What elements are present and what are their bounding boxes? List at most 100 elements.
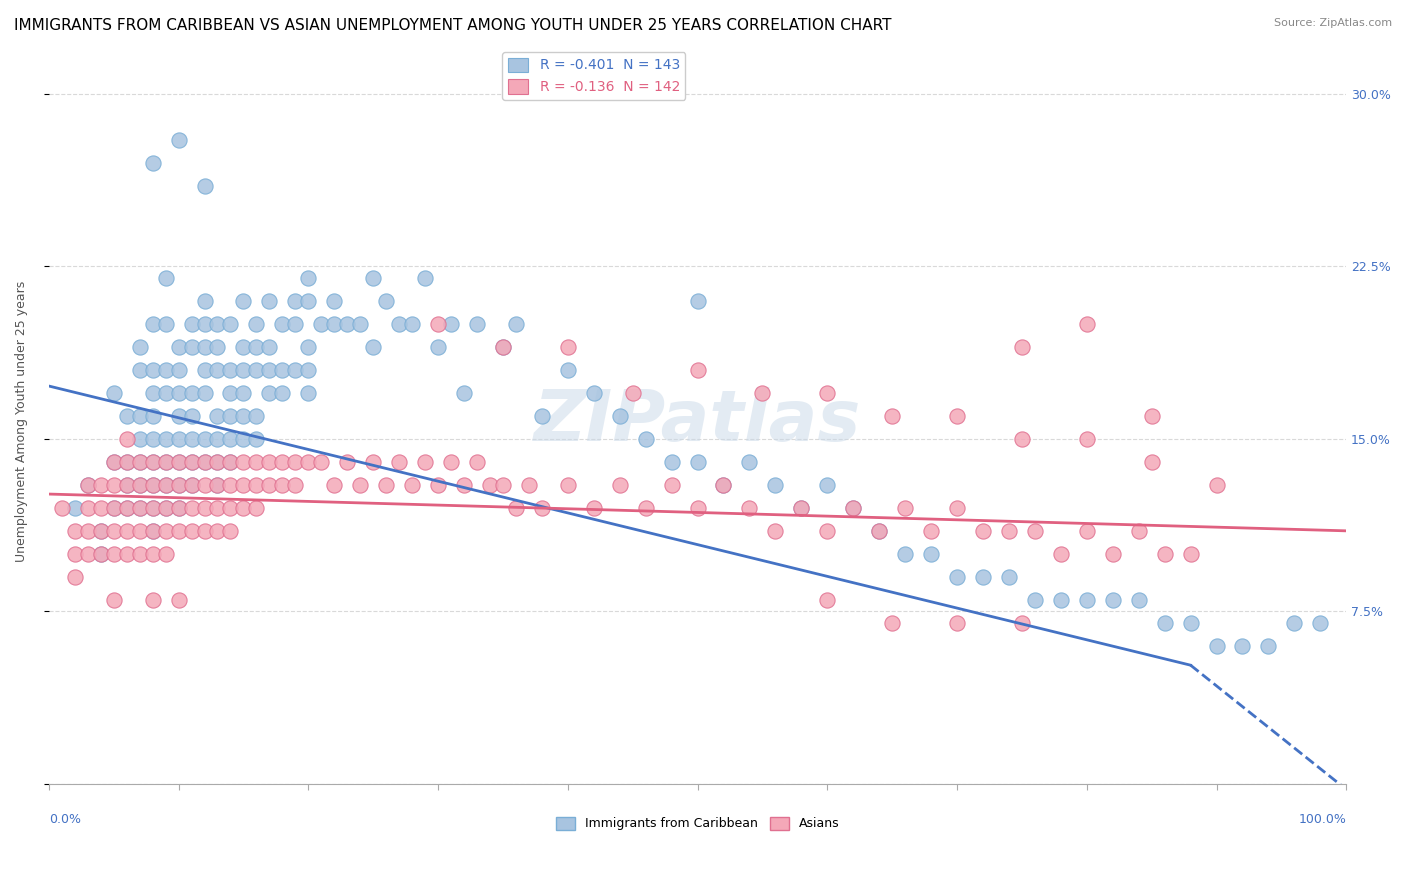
Point [103, 385, 125, 400]
Point [115, 478, 138, 492]
Point [1180, 615, 1202, 630]
Point [1205, 478, 1227, 492]
Point [193, 500, 215, 515]
Point [167, 133, 190, 147]
Point [894, 500, 917, 515]
Point [1257, 639, 1279, 653]
Point [142, 478, 165, 492]
Point [128, 432, 150, 446]
Point [232, 385, 254, 400]
Legend: Immigrants from Caribbean, Asians: Immigrants from Caribbean, Asians [551, 812, 844, 836]
Point [90, 524, 112, 538]
Point [115, 500, 138, 515]
Point [103, 500, 125, 515]
Point [90, 524, 112, 538]
Point [609, 478, 631, 492]
Point [790, 500, 813, 515]
Point [427, 317, 450, 331]
Point [51, 500, 73, 515]
Point [1011, 432, 1033, 446]
Point [297, 455, 319, 469]
Point [686, 293, 709, 308]
Point [155, 385, 177, 400]
Point [167, 432, 190, 446]
Point [207, 478, 229, 492]
Point [155, 432, 177, 446]
Point [103, 547, 125, 561]
Point [142, 156, 165, 170]
Point [103, 500, 125, 515]
Point [271, 455, 294, 469]
Point [998, 570, 1021, 584]
Point [76, 547, 98, 561]
Point [90, 547, 112, 561]
Point [193, 363, 215, 377]
Point [661, 455, 683, 469]
Point [453, 478, 475, 492]
Point [634, 500, 657, 515]
Point [207, 432, 229, 446]
Point [128, 547, 150, 561]
Point [115, 500, 138, 515]
Point [1076, 592, 1098, 607]
Point [763, 478, 786, 492]
Point [245, 317, 267, 331]
Point [167, 500, 190, 515]
Point [1101, 547, 1123, 561]
Point [259, 385, 281, 400]
Point [219, 455, 242, 469]
Point [920, 524, 942, 538]
Point [155, 478, 177, 492]
Point [207, 340, 229, 354]
Point [155, 455, 177, 469]
Point [142, 385, 165, 400]
Point [207, 455, 229, 469]
Point [219, 500, 242, 515]
Point [142, 478, 165, 492]
Point [142, 455, 165, 469]
Point [894, 547, 917, 561]
Point [868, 524, 890, 538]
Point [103, 592, 125, 607]
Point [142, 317, 165, 331]
Point [815, 524, 838, 538]
Point [180, 432, 202, 446]
Point [815, 592, 838, 607]
Point [167, 340, 190, 354]
Point [323, 293, 346, 308]
Point [142, 500, 165, 515]
Point [401, 478, 423, 492]
Point [297, 340, 319, 354]
Point [245, 455, 267, 469]
Point [763, 524, 786, 538]
Point [219, 478, 242, 492]
Point [155, 500, 177, 515]
Point [115, 455, 138, 469]
Point [323, 317, 346, 331]
Point [582, 385, 605, 400]
Point [232, 478, 254, 492]
Point [128, 500, 150, 515]
Point [155, 455, 177, 469]
Point [128, 478, 150, 492]
Point [207, 455, 229, 469]
Point [284, 293, 307, 308]
Point [1024, 524, 1046, 538]
Point [972, 524, 994, 538]
Point [103, 455, 125, 469]
Point [271, 317, 294, 331]
Point [465, 455, 488, 469]
Point [1232, 639, 1254, 653]
Point [219, 455, 242, 469]
Point [882, 615, 904, 630]
Point [946, 500, 969, 515]
Point [142, 409, 165, 423]
Point [115, 455, 138, 469]
Point [1024, 592, 1046, 607]
Text: Source: ZipAtlas.com: Source: ZipAtlas.com [1274, 18, 1392, 28]
Point [245, 500, 267, 515]
Point [142, 524, 165, 538]
Point [128, 455, 150, 469]
Point [465, 317, 488, 331]
Point [311, 455, 333, 469]
